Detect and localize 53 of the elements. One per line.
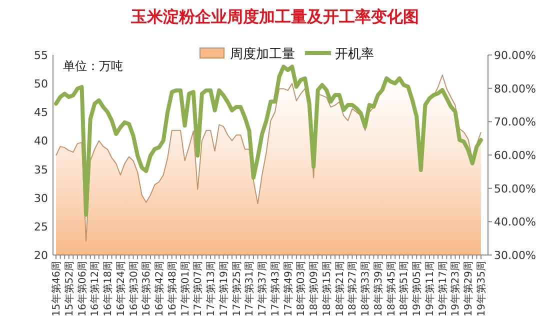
y2-tick-label: 50.00% (494, 182, 536, 196)
x-tick-label: 17年第19周 (218, 261, 230, 316)
y-tick-label: 30 (34, 192, 48, 205)
x-tick-label: 16年第24周 (114, 261, 127, 316)
x-tick-label: 16年第12周 (89, 261, 102, 316)
x-tick-label: 16年第06周 (76, 261, 88, 316)
y-tick-label: 50 (34, 78, 48, 91)
legend-label: 周度加工量 (230, 46, 295, 62)
x-tick-label: 18年第09周 (308, 261, 320, 316)
x-tick-label: 16年第48周 (166, 261, 178, 316)
x-tick-label: 19年第23周 (450, 261, 462, 316)
y2-tick-label: 80.00% (494, 82, 536, 96)
x-tick-label: 17年第25周 (230, 261, 243, 316)
y2-tick-label: 60.00% (494, 149, 536, 162)
annotation: 单位：万吨 (63, 59, 123, 73)
y2-tick-label: 70.00% (494, 116, 536, 129)
x-tick-label: 16年第42周 (154, 261, 166, 316)
x-tick-label: 15年第52周 (63, 261, 76, 316)
x-tick-label: 17年第37周 (256, 261, 269, 316)
x-tick-label: 18年第51周 (398, 261, 410, 316)
x-tick-label: 16年第18周 (102, 261, 114, 316)
legend-label: 开机率 (335, 46, 374, 62)
x-tick-label: 15年第46周 (50, 261, 62, 316)
x-tick-label: 17年第07周 (192, 261, 204, 316)
y-tick-label: 55 (34, 49, 48, 62)
x-tick-label: 18年第45周 (385, 261, 398, 316)
x-tick-label: 17年第01周 (179, 261, 192, 316)
x-tick-label: 16年第36周 (140, 261, 153, 316)
x-tick-label: 18年第03周 (295, 261, 308, 316)
x-tick-label: 19年第05周 (411, 261, 424, 316)
x-tick-label: 18年第21周 (334, 261, 346, 316)
x-tick-label: 19年第35周 (476, 261, 488, 316)
y-tick-label: 45 (34, 106, 48, 120)
x-tick-label: 19年第29周 (462, 261, 475, 316)
x-tick-label: 16年第30周 (128, 261, 140, 316)
y2-tick-label: 30.00% (494, 249, 536, 262)
y2-tick-label: 90.00% (494, 49, 536, 62)
y2-tick-label: 40.00% (494, 216, 536, 229)
x-tick-label: 18年第27周 (346, 261, 359, 316)
x-tick-label: 18年第39周 (372, 261, 384, 316)
y-tick-label: 20 (34, 249, 48, 262)
y-tick-label: 40 (34, 134, 48, 148)
chart-title: 玉米淀粉企业周度加工量及开工率变化图 (130, 7, 419, 26)
x-tick-label: 17年第49周 (282, 261, 294, 316)
x-tick-label: 17年第31周 (244, 261, 256, 316)
x-tick-label: 19年第17周 (436, 261, 449, 316)
x-tick-label: 18年第15周 (320, 261, 333, 316)
x-tick-label: 19年第11周 (424, 261, 436, 316)
y-tick-label: 25 (34, 220, 48, 234)
x-tick-label: 17年第13周 (205, 261, 218, 316)
x-tick-label: 17年第43周 (269, 261, 282, 316)
y-tick-label: 35 (34, 163, 48, 176)
x-tick-label: 18年第33周 (360, 261, 372, 316)
